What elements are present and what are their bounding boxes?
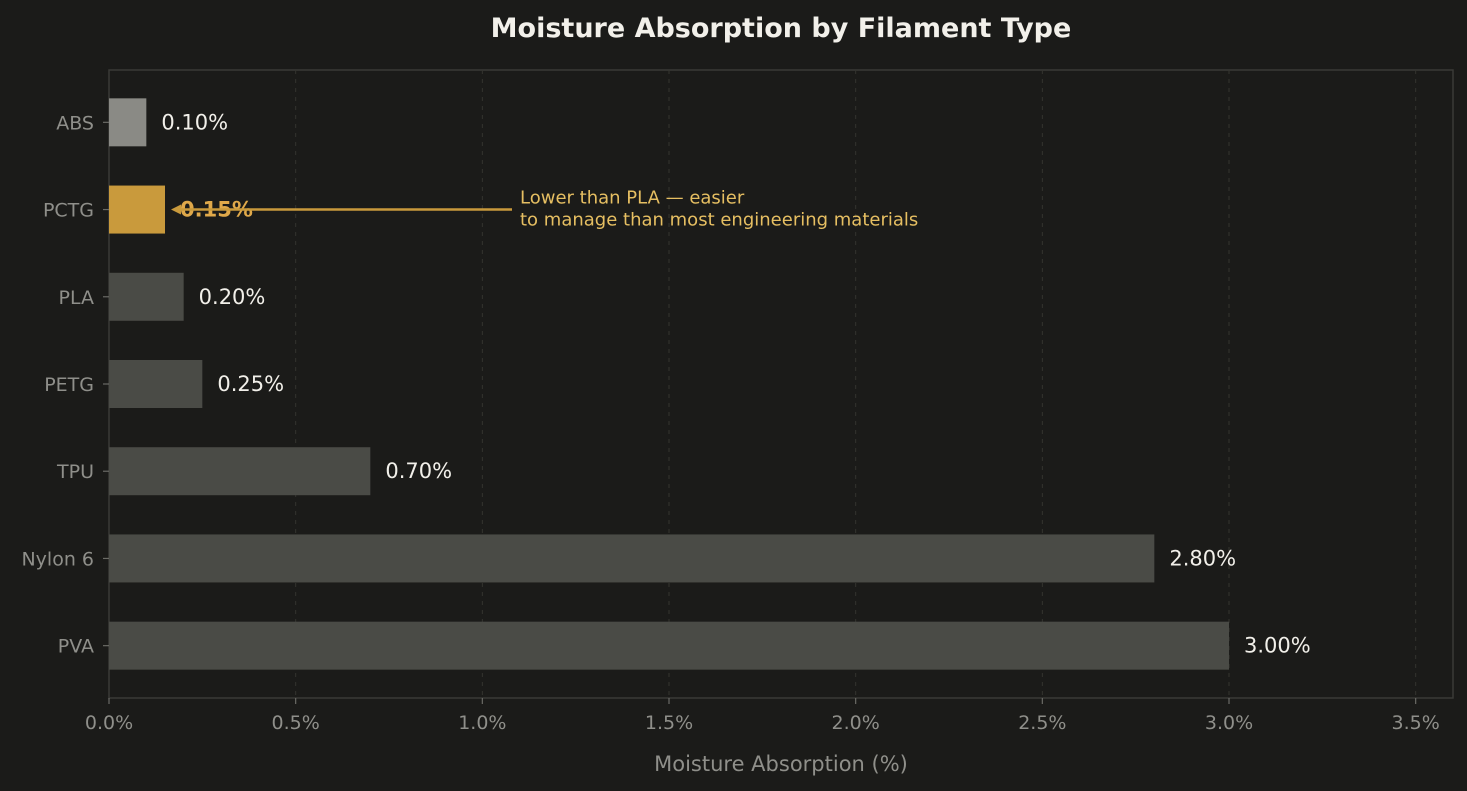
x-tick-label: 1.0% [458, 712, 506, 734]
bar-value-label: 0.70% [385, 459, 452, 483]
bar [109, 360, 203, 408]
x-tick-label: 0.5% [272, 712, 320, 734]
chart-title: Moisture Absorption by Filament Type [491, 13, 1072, 44]
bar-value-label: 0.20% [199, 285, 266, 309]
y-tick-label: PVA [58, 636, 94, 658]
y-tick-label: PCTG [43, 200, 94, 222]
y-tick-label: PETG [44, 374, 94, 396]
bar-value-label: 0.10% [161, 110, 228, 134]
bar [109, 621, 1229, 670]
x-tick-label: 0.0% [85, 712, 133, 734]
annotation-arrow-head [171, 204, 181, 215]
x-tick-label: 2.5% [1018, 712, 1066, 734]
bar-value-label: 0.25% [217, 372, 284, 396]
bar [109, 272, 184, 321]
y-tick-label: ABS [56, 112, 94, 134]
x-tick-label: 2.0% [832, 712, 880, 734]
y-tick-label: TPU [56, 461, 94, 483]
annotation-text: Lower than PLA — easier to manage than mo… [520, 188, 918, 231]
x-axis-label: Moisture Absorption (%) [654, 752, 908, 776]
bar-value-label: 2.80% [1169, 546, 1236, 570]
bar [109, 98, 147, 147]
annotation-text-line: to manage than most engineering material… [520, 210, 918, 231]
x-tick-label: 3.0% [1205, 712, 1253, 734]
bar [109, 185, 165, 234]
y-tick-label: PLA [59, 287, 94, 309]
bar-value-label: 3.00% [1244, 634, 1311, 658]
y-tick-label: Nylon 6 [21, 548, 94, 570]
x-tick-label: 3.5% [1392, 712, 1440, 734]
x-tick-label: 1.5% [645, 712, 693, 734]
bar [109, 534, 1155, 583]
annotation-text-line: Lower than PLA — easier [520, 188, 745, 209]
plot-frame [108, 69, 1454, 699]
bar [109, 447, 371, 496]
